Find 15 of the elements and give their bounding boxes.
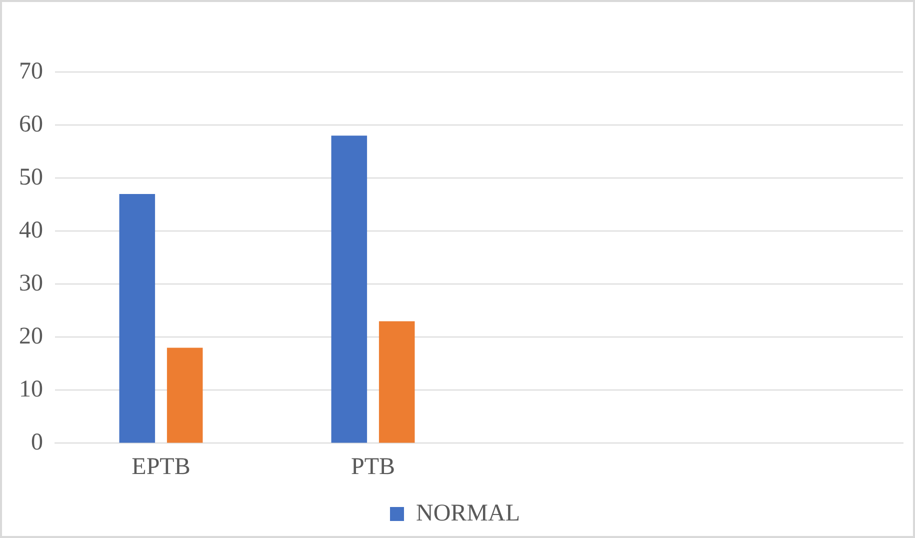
- y-tick-label: 20: [19, 323, 43, 350]
- y-tick-label: 70: [19, 58, 43, 84]
- bar: [378, 321, 415, 443]
- y-tick-label: 50: [19, 164, 43, 190]
- bar: [119, 194, 156, 443]
- legend-label: NORMAL: [416, 500, 520, 526]
- y-tick-label: 0: [31, 429, 43, 456]
- bar: [331, 136, 368, 443]
- bar: [166, 348, 203, 443]
- y-tick-label: 60: [19, 111, 43, 138]
- y-tick-label: 30: [19, 270, 43, 296]
- y-tick-label: 40: [19, 217, 43, 244]
- x-tick-label: EPTB: [132, 454, 190, 480]
- x-tick-label: PTB: [350, 454, 396, 480]
- y-tick-label: 10: [19, 376, 43, 402]
